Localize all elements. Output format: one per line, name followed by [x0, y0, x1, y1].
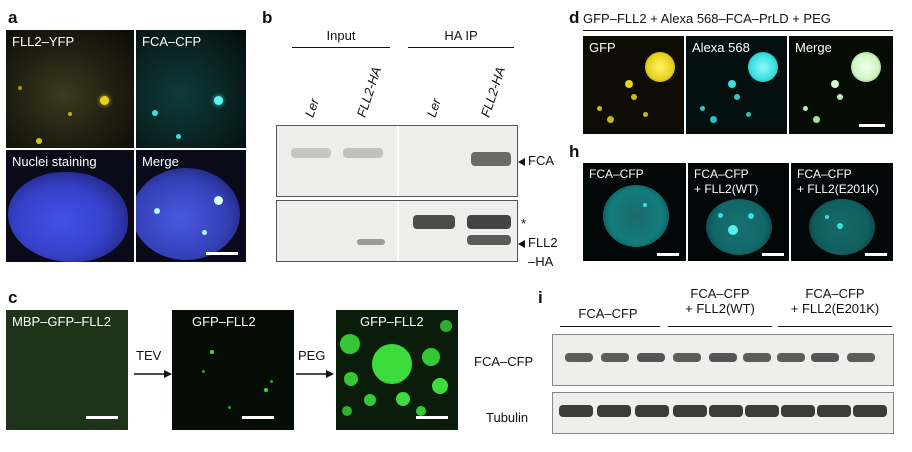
- panel-a-merge-image: Merge: [136, 150, 246, 262]
- panel-a-cfp-label: FCA–CFP: [142, 34, 202, 49]
- panel-b-fll2-text: FLL2: [528, 235, 558, 250]
- panel-i-group-2-line2: + FLL2(WT): [685, 301, 755, 316]
- panel-a-scale-bar: [206, 252, 238, 255]
- panel-h-scale-bar-2: [762, 253, 784, 256]
- panel-h-scale-bar-3: [865, 253, 887, 256]
- panel-i-group-3-line1: FCA–CFP: [805, 286, 865, 301]
- panel-b-ip-underline: [408, 47, 514, 48]
- panel-i-group-2: FCA–CFP + FLL2(WT): [666, 286, 774, 316]
- panel-i-group-1-line1: FCA–CFP: [578, 306, 638, 321]
- panel-a-cfp-image: FCA–CFP: [136, 30, 246, 148]
- panel-c-letter: c: [8, 288, 18, 307]
- panel-b-blot-bottom: [276, 200, 518, 262]
- panel-d-gfp-image: GFP: [583, 36, 684, 134]
- panel-h-tile-1-line1: FCA–CFP: [589, 167, 644, 181]
- panel-h-tile-3-line1: FCA–CFP: [797, 167, 852, 181]
- panel-b-input-header: Input: [326, 28, 356, 43]
- panel-h-tile-2-line1: FCA–CFP: [694, 167, 749, 181]
- panel-i-group-3-underline: [778, 326, 892, 327]
- panel-c-tile-1: MBP–GFP–FLL2: [6, 310, 128, 430]
- panel-d-scale-bar: [859, 124, 885, 127]
- panel-c-tile-3-label: GFP–FLL2: [360, 314, 424, 329]
- panel-i-row-label-fca: FCA–CFP: [474, 354, 534, 369]
- panel-i-letter: i: [538, 288, 543, 307]
- panel-b-lane-1: Ler: [301, 96, 322, 119]
- panel-h-tile-2-line2: + FLL2(WT): [694, 182, 759, 196]
- panel-c-scale-bar-1: [86, 416, 118, 419]
- panel-i-group-2-underline: [668, 326, 772, 327]
- panel-c-tile-3: GFP–FLL2: [336, 310, 458, 430]
- panel-h-tile-3: FCA–CFP + FLL2(E201K): [791, 163, 893, 261]
- panel-a-letter: a: [8, 8, 18, 27]
- arrow-right-icon: [134, 370, 172, 378]
- panel-b-lane-4: FLL2-HA: [477, 64, 509, 119]
- fca-arrow-icon: [518, 157, 525, 166]
- panel-h-scale-bar-1: [657, 253, 679, 256]
- panel-c-tile-1-label: MBP–GFP–FLL2: [12, 314, 111, 329]
- panel-d-gfp-label: GFP: [589, 40, 616, 55]
- panel-b-blot-top: [276, 125, 518, 197]
- panel-c-arrow-1-label: TEV: [136, 348, 162, 363]
- panel-b-star-label: *: [521, 216, 527, 231]
- panel-a-nuclei-image: Nuclei staining: [6, 150, 134, 262]
- panel-d-alexa-image: Alexa 568: [686, 36, 787, 134]
- panel-b-letter: b: [262, 8, 273, 27]
- panel-c-arrow-2-label: PEG: [298, 348, 326, 363]
- panel-c-tile-2: GFP–FLL2: [172, 310, 294, 430]
- panel-c-scale-bar-3: [416, 416, 448, 419]
- arrow-right-icon: [296, 370, 334, 378]
- panel-b-ip-header: HA IP: [444, 28, 478, 43]
- panel-b-input-underline: [292, 47, 390, 48]
- panel-b-fca-label: FCA: [518, 153, 554, 168]
- panel-h-tile-2: FCA–CFP + FLL2(WT): [688, 163, 789, 261]
- panel-a-nuclei-label: Nuclei staining: [12, 154, 97, 169]
- panel-c-scale-bar-2: [242, 416, 274, 419]
- panel-d-title-underline: [583, 30, 893, 31]
- panel-i-group-1-underline: [560, 326, 660, 327]
- panel-d-alexa-label: Alexa 568: [692, 40, 750, 55]
- panel-i-row-label-tubulin: Tubulin: [486, 410, 529, 425]
- panel-d-letter: d: [569, 8, 580, 27]
- panel-c-tile-2-label: GFP–FLL2: [192, 314, 256, 329]
- panel-i-group-3: FCA–CFP + FLL2(E201K): [774, 286, 896, 316]
- panel-d-merge-image: Merge: [789, 36, 893, 134]
- panel-b-fll2-label: FLL2: [518, 235, 558, 250]
- panel-i-group-1: FCA–CFP: [556, 306, 660, 321]
- panel-b-lane-3: Ler: [423, 96, 444, 119]
- panel-b-fca-text: FCA: [528, 153, 554, 168]
- panel-h-tile-1: FCA–CFP: [583, 163, 686, 261]
- panel-a-yfp-label: FLL2–YFP: [12, 34, 75, 49]
- fll2-arrow-icon: [518, 239, 525, 248]
- panel-d-title: GFP–FLL2 + Alexa 568–FCA–PrLD + PEG: [583, 11, 831, 26]
- panel-i-group-3-line2: + FLL2(E201K): [790, 301, 880, 316]
- panel-a-yfp-image: FLL2–YFP: [6, 30, 134, 148]
- panel-h-letter: h: [569, 142, 580, 161]
- panel-a-merge-label: Merge: [142, 154, 179, 169]
- panel-i-blot-fca: [552, 334, 894, 386]
- panel-i-group-2-line1: FCA–CFP: [690, 286, 750, 301]
- panel-d-merge-label: Merge: [795, 40, 832, 55]
- panel-b-lane-2: FLL2-HA: [353, 64, 385, 119]
- panel-b-ha-label: –HA: [528, 254, 554, 269]
- panel-h-tile-3-line2: + FLL2(E201K): [797, 182, 879, 196]
- panel-i-blot-tubulin: [552, 392, 894, 434]
